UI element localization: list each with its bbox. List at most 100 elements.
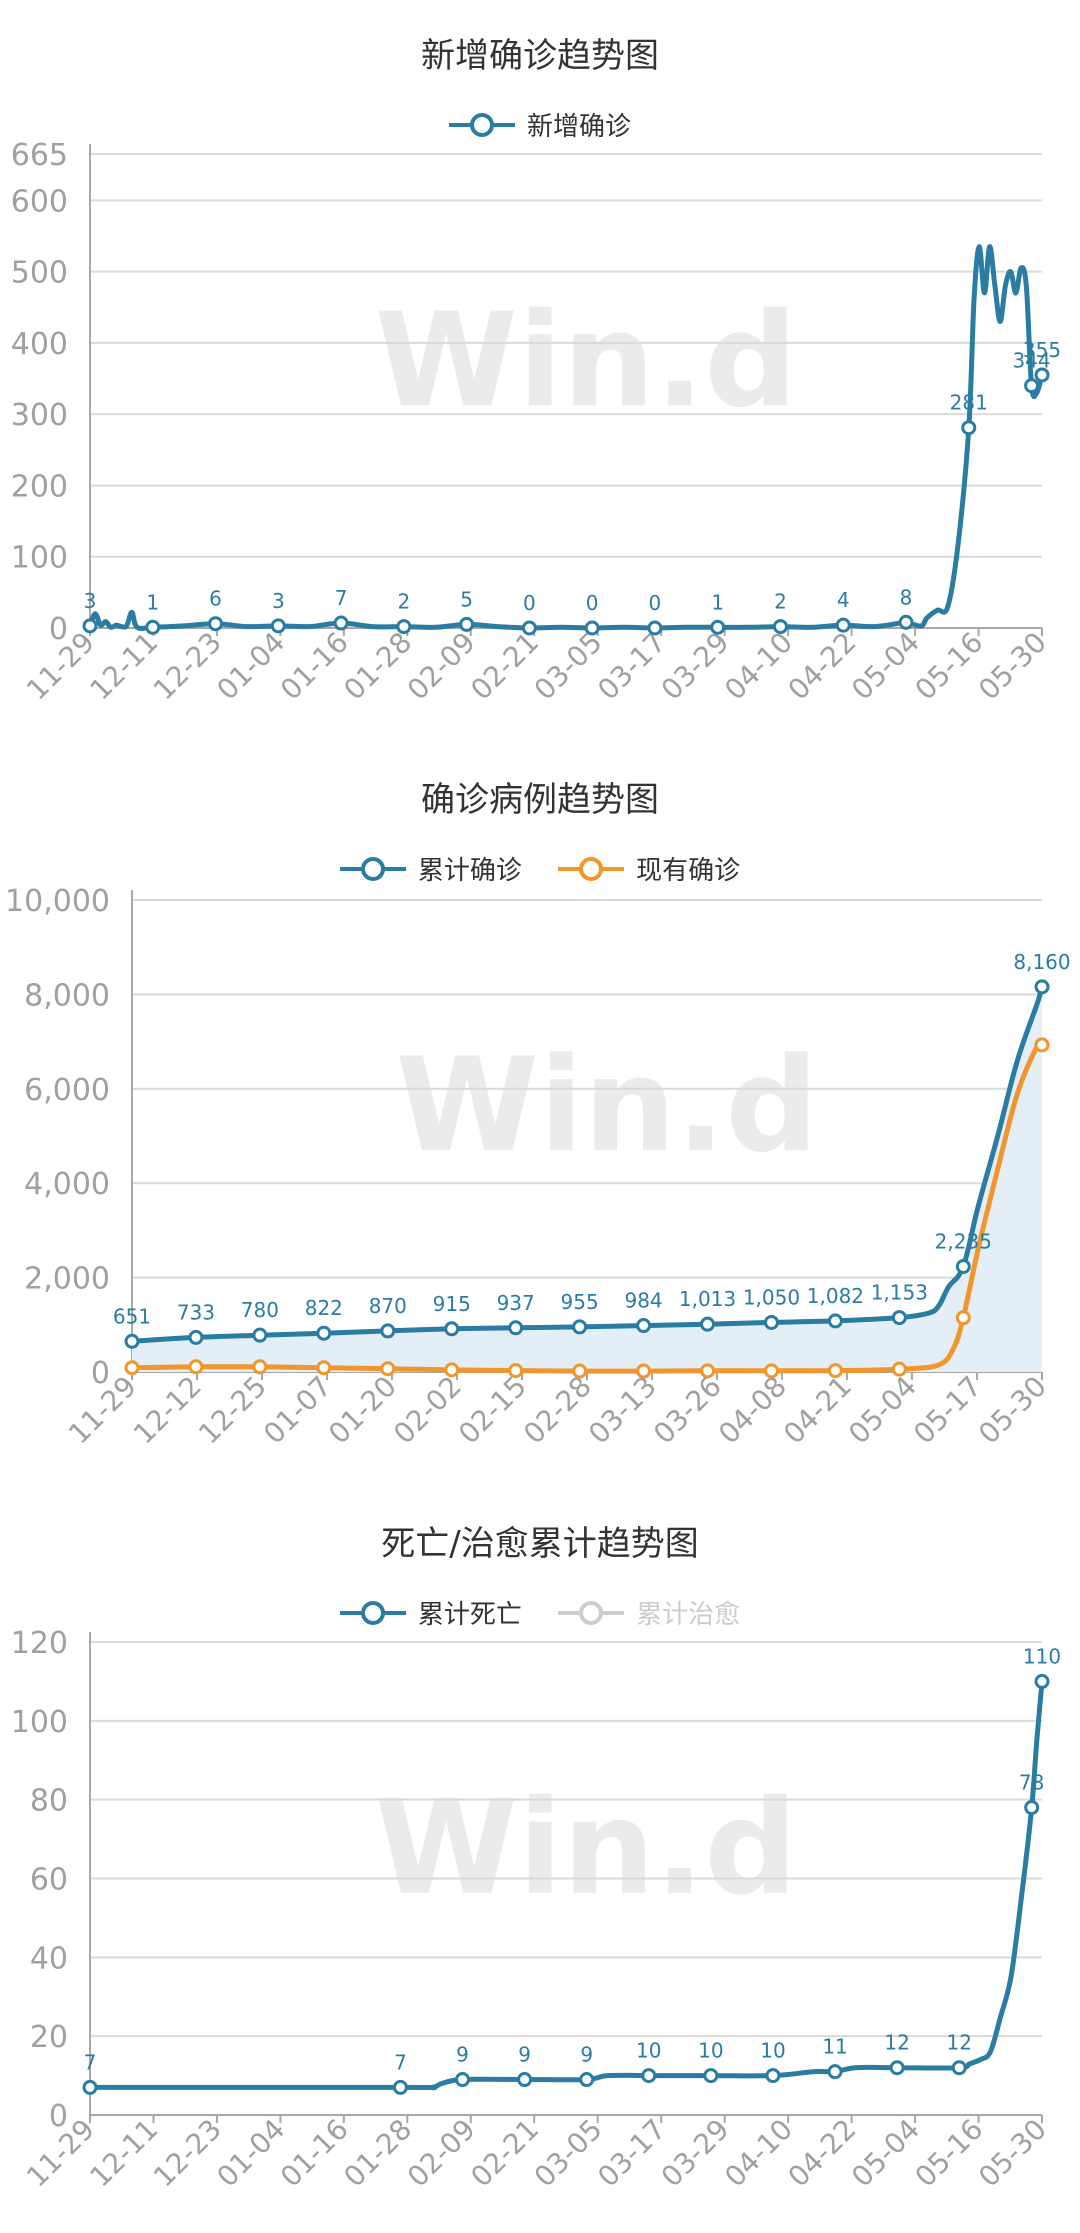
y-tick-label: 665	[11, 138, 68, 173]
x-tick-label: 05-30	[972, 1370, 1053, 1451]
chart-plot-area: Win.d02,0004,0006,0008,00010,00011-2912-…	[5, 884, 1071, 1451]
y-tick-label: 8,000	[24, 978, 110, 1013]
legend-label: 现有确诊	[636, 856, 741, 886]
data-label: 5	[460, 587, 473, 611]
x-tick-label: 03-13	[582, 1370, 663, 1451]
x-tick-label: 01-20	[322, 1370, 403, 1451]
data-label: 12	[884, 2031, 909, 2055]
x-tick-label: 04-10	[718, 626, 799, 707]
chart-title: 确诊病例趋势图	[421, 780, 659, 820]
x-tick-label: 03-29	[655, 2113, 736, 2194]
data-point	[188, 1359, 204, 1375]
data-point	[82, 2079, 98, 2095]
data-point	[459, 616, 475, 632]
x-tick-label: 02-15	[452, 1370, 533, 1451]
data-label: 7	[394, 2050, 407, 2074]
data-point	[1034, 1037, 1050, 1053]
x-tick-label: 05-04	[845, 626, 926, 707]
series-area	[132, 986, 1042, 1372]
data-label: 915	[433, 1292, 471, 1316]
data-label: 10	[760, 2039, 785, 2063]
data-label: 1,013	[679, 1287, 736, 1311]
x-tick-label: 01-04	[210, 626, 291, 707]
data-point	[392, 2079, 408, 2095]
data-point	[636, 1318, 652, 1334]
data-point	[891, 1361, 907, 1377]
y-tick-label: 500	[11, 256, 68, 291]
data-point	[455, 2072, 471, 2088]
chart-plot-area: Win.d010020030040050060066511-2912-1112-…	[11, 138, 1061, 707]
x-tick-label: 05-30	[972, 626, 1053, 707]
legend-item-cumulative-confirmed[interactable]: 累计确诊	[339, 850, 522, 887]
x-tick-label: 12-12	[127, 1370, 208, 1451]
x-tick-label: 12-11	[84, 626, 165, 707]
data-point	[827, 1313, 843, 1329]
data-point	[891, 1310, 907, 1326]
data-point	[521, 620, 537, 636]
y-tick-label: 200	[11, 469, 68, 504]
x-tick-label: 12-23	[147, 2113, 228, 2194]
data-label: 937	[497, 1291, 535, 1315]
data-label: 1,050	[743, 1285, 800, 1309]
legend-item-current-confirmed[interactable]: 现有确诊	[558, 850, 740, 887]
data-label: 2,235	[935, 1230, 992, 1254]
data-point	[508, 1320, 524, 1336]
x-tick-label: 01-28	[337, 2113, 418, 2194]
chart-plot-area: Win.d02040608010012011-2912-1112-2301-04…	[11, 1626, 1061, 2194]
y-tick-label: 0	[49, 612, 68, 647]
data-point	[763, 1314, 779, 1330]
data-label: 11	[822, 2035, 847, 2059]
data-label: 0	[649, 591, 662, 615]
data-point	[333, 615, 349, 631]
data-point	[444, 1362, 460, 1378]
legend-marker-icon	[558, 856, 625, 881]
data-label: 822	[305, 1296, 343, 1320]
y-tick-label: 100	[11, 1705, 68, 1740]
data-point	[703, 2068, 719, 2084]
data-point	[772, 619, 788, 635]
x-tick-label: 04-22	[782, 2113, 863, 2194]
y-tick-label: 20	[30, 2020, 68, 2055]
y-tick-label: 0	[49, 2099, 68, 2134]
legend-item-cumulative-recovered[interactable]: 累计治愈	[558, 1594, 740, 1631]
y-tick-label: 60	[30, 1863, 68, 1898]
data-point	[898, 614, 914, 630]
data-point	[124, 1360, 140, 1376]
data-label: 955	[561, 1290, 599, 1314]
x-tick-label: 03-26	[647, 1370, 728, 1451]
x-tick-label: 01-07	[257, 1370, 338, 1451]
legend-label: 累计治愈	[636, 1600, 741, 1630]
x-tick-label: 01-16	[274, 2113, 355, 2194]
data-label: 78	[1019, 1771, 1044, 1795]
y-tick-label: 6,000	[24, 1073, 110, 1108]
chart-legend: 累计死亡 累计治愈	[0, 1594, 1080, 1635]
x-tick-label: 12-11	[84, 2113, 165, 2194]
data-point	[827, 2064, 843, 2080]
legend-marker-icon	[339, 856, 406, 881]
data-label: 9	[456, 2043, 469, 2067]
data-label: 355	[1023, 338, 1061, 362]
legend-item-new-confirmed[interactable]: 新增确诊	[448, 106, 631, 143]
data-point	[508, 1363, 524, 1379]
data-label: 733	[177, 1300, 215, 1324]
x-tick-label: 01-04	[210, 2113, 291, 2194]
data-label: 8,160	[1013, 950, 1070, 974]
data-label: 1,082	[807, 1284, 864, 1308]
data-point	[955, 1310, 971, 1326]
data-point	[252, 1327, 268, 1343]
data-label: 1	[146, 590, 159, 614]
y-tick-label: 0	[91, 1356, 110, 1391]
chart-title: 新增确诊趋势图	[421, 36, 659, 76]
data-point	[572, 1319, 588, 1335]
x-tick-label: 12-25	[192, 1370, 273, 1451]
data-point	[145, 619, 161, 635]
data-point	[517, 2072, 533, 2088]
x-tick-label: 04-22	[782, 626, 863, 707]
data-label: 3	[84, 589, 97, 613]
x-tick-label: 02-21	[464, 626, 545, 707]
data-label: 8	[900, 585, 913, 609]
legend-item-cumulative-deaths[interactable]: 累计死亡	[339, 1594, 522, 1631]
data-point	[82, 618, 98, 634]
data-label: 2	[774, 590, 787, 614]
chart-legend: 累计确诊 现有确诊	[0, 850, 1080, 891]
